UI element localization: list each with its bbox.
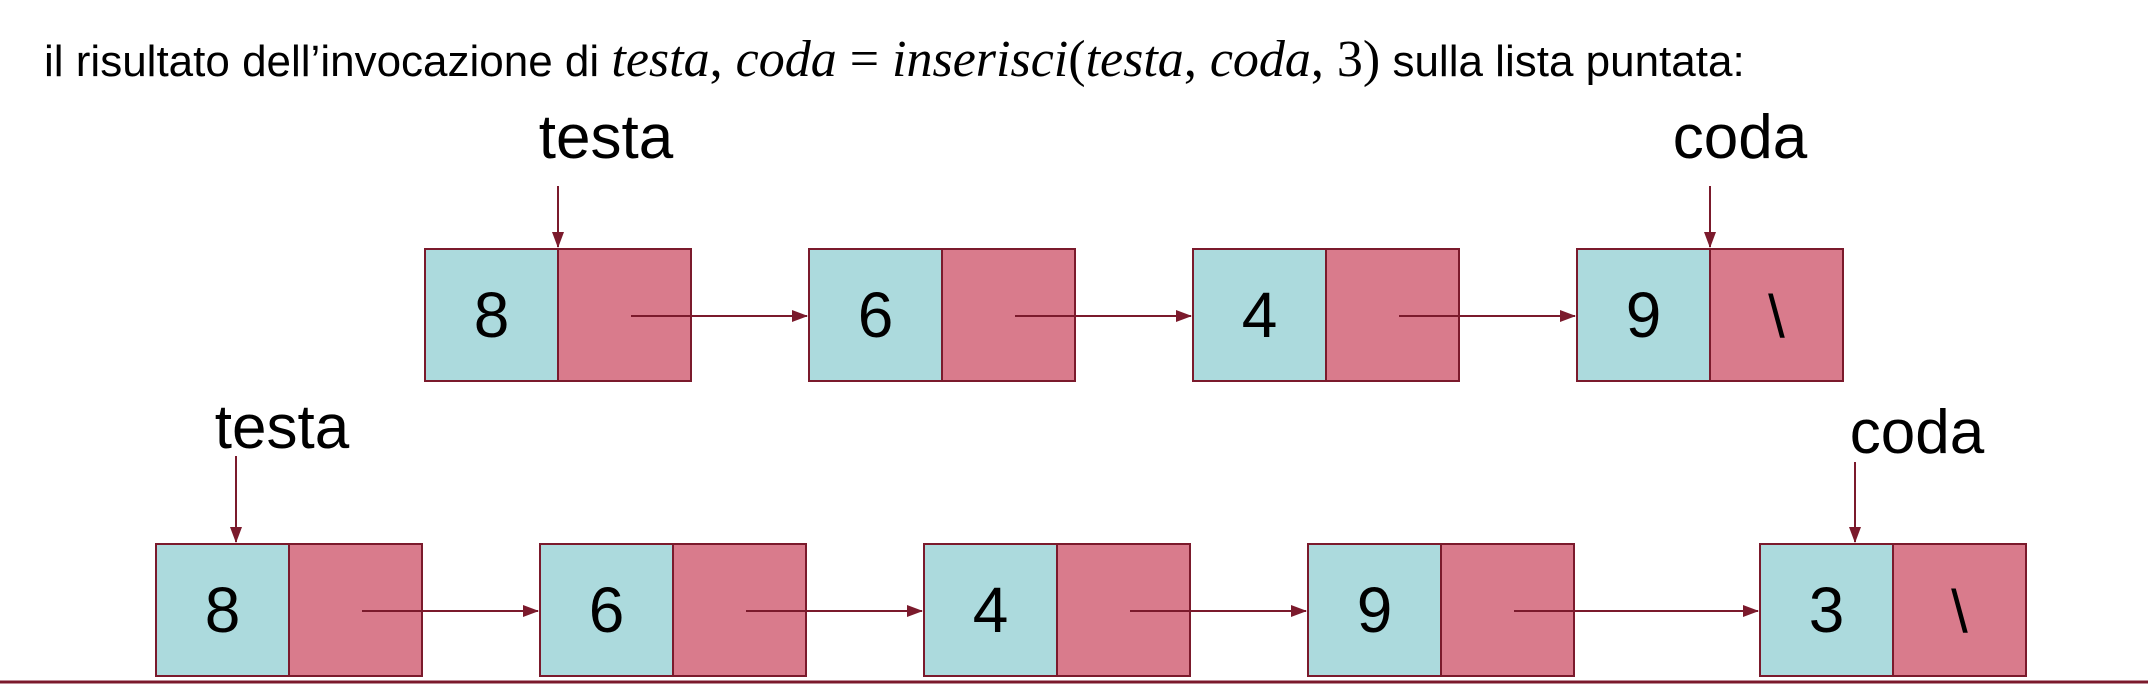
list-node: 9 \ [1576,248,1844,382]
list-node: 9 [1307,543,1575,677]
list-node: 4 [923,543,1191,677]
node-value: 9 [1626,279,1662,351]
node-value-cell [808,248,943,382]
formula-open-paren: ( [1068,31,1086,88]
node-null-marker: \ [1768,283,1785,350]
caption-prefix: il risultato dell’invocazione di [44,37,612,86]
caption: il risultato dell’invocazione di testa, … [44,30,1745,92]
node-value: 4 [1242,279,1278,351]
node-next-cell [1892,543,2027,677]
node-value: 6 [589,574,625,646]
formula-equals: = [836,31,893,88]
formula-arg-value: 3 [1336,31,1363,88]
node-value: 9 [1357,574,1393,646]
list-node: 3 \ [1759,543,2027,677]
formula-separator-1: , [1183,31,1210,88]
node-next-cell [1709,248,1844,382]
node-null-marker: \ [1951,578,1968,645]
formula-arg-testa: testa [1085,31,1184,88]
formula-comma: , [709,31,736,88]
head-pointer-label: testa [215,393,350,462]
formula-var-testa: testa [611,31,710,88]
formula-var-coda: coda [735,31,837,88]
list-node: 8 [424,248,692,382]
formula-function-name: inserisci [892,31,1069,88]
formula-close-paren: ) [1362,31,1381,88]
list-before: 8 6 4 9 \testa coda [424,103,1844,382]
tail-pointer-label: coda [1850,398,1985,467]
list-after: 8 6 4 9 3 \testa coda [155,393,2027,677]
list-node: 4 [1192,248,1460,382]
node-value: 8 [205,574,241,646]
node-next-cell [1325,248,1460,382]
node-value-cell [923,543,1058,677]
node-value-cell [1759,543,1894,677]
node-value: 8 [474,279,510,351]
caption-suffix: sulla lista puntata: [1380,37,1745,86]
node-value: 4 [973,574,1009,646]
formula-arg-coda: coda [1209,31,1311,88]
node-value: 3 [1809,574,1845,646]
tail-pointer-label: coda [1673,103,1808,172]
head-pointer-label: testa [539,103,674,172]
node-value-cell [1307,543,1442,677]
formula-separator-2: , [1310,31,1337,88]
caption-formula: testa, coda = inserisci(testa, coda, 3) [611,31,1380,88]
node-value-cell [539,543,674,677]
node-value: 6 [858,279,894,351]
